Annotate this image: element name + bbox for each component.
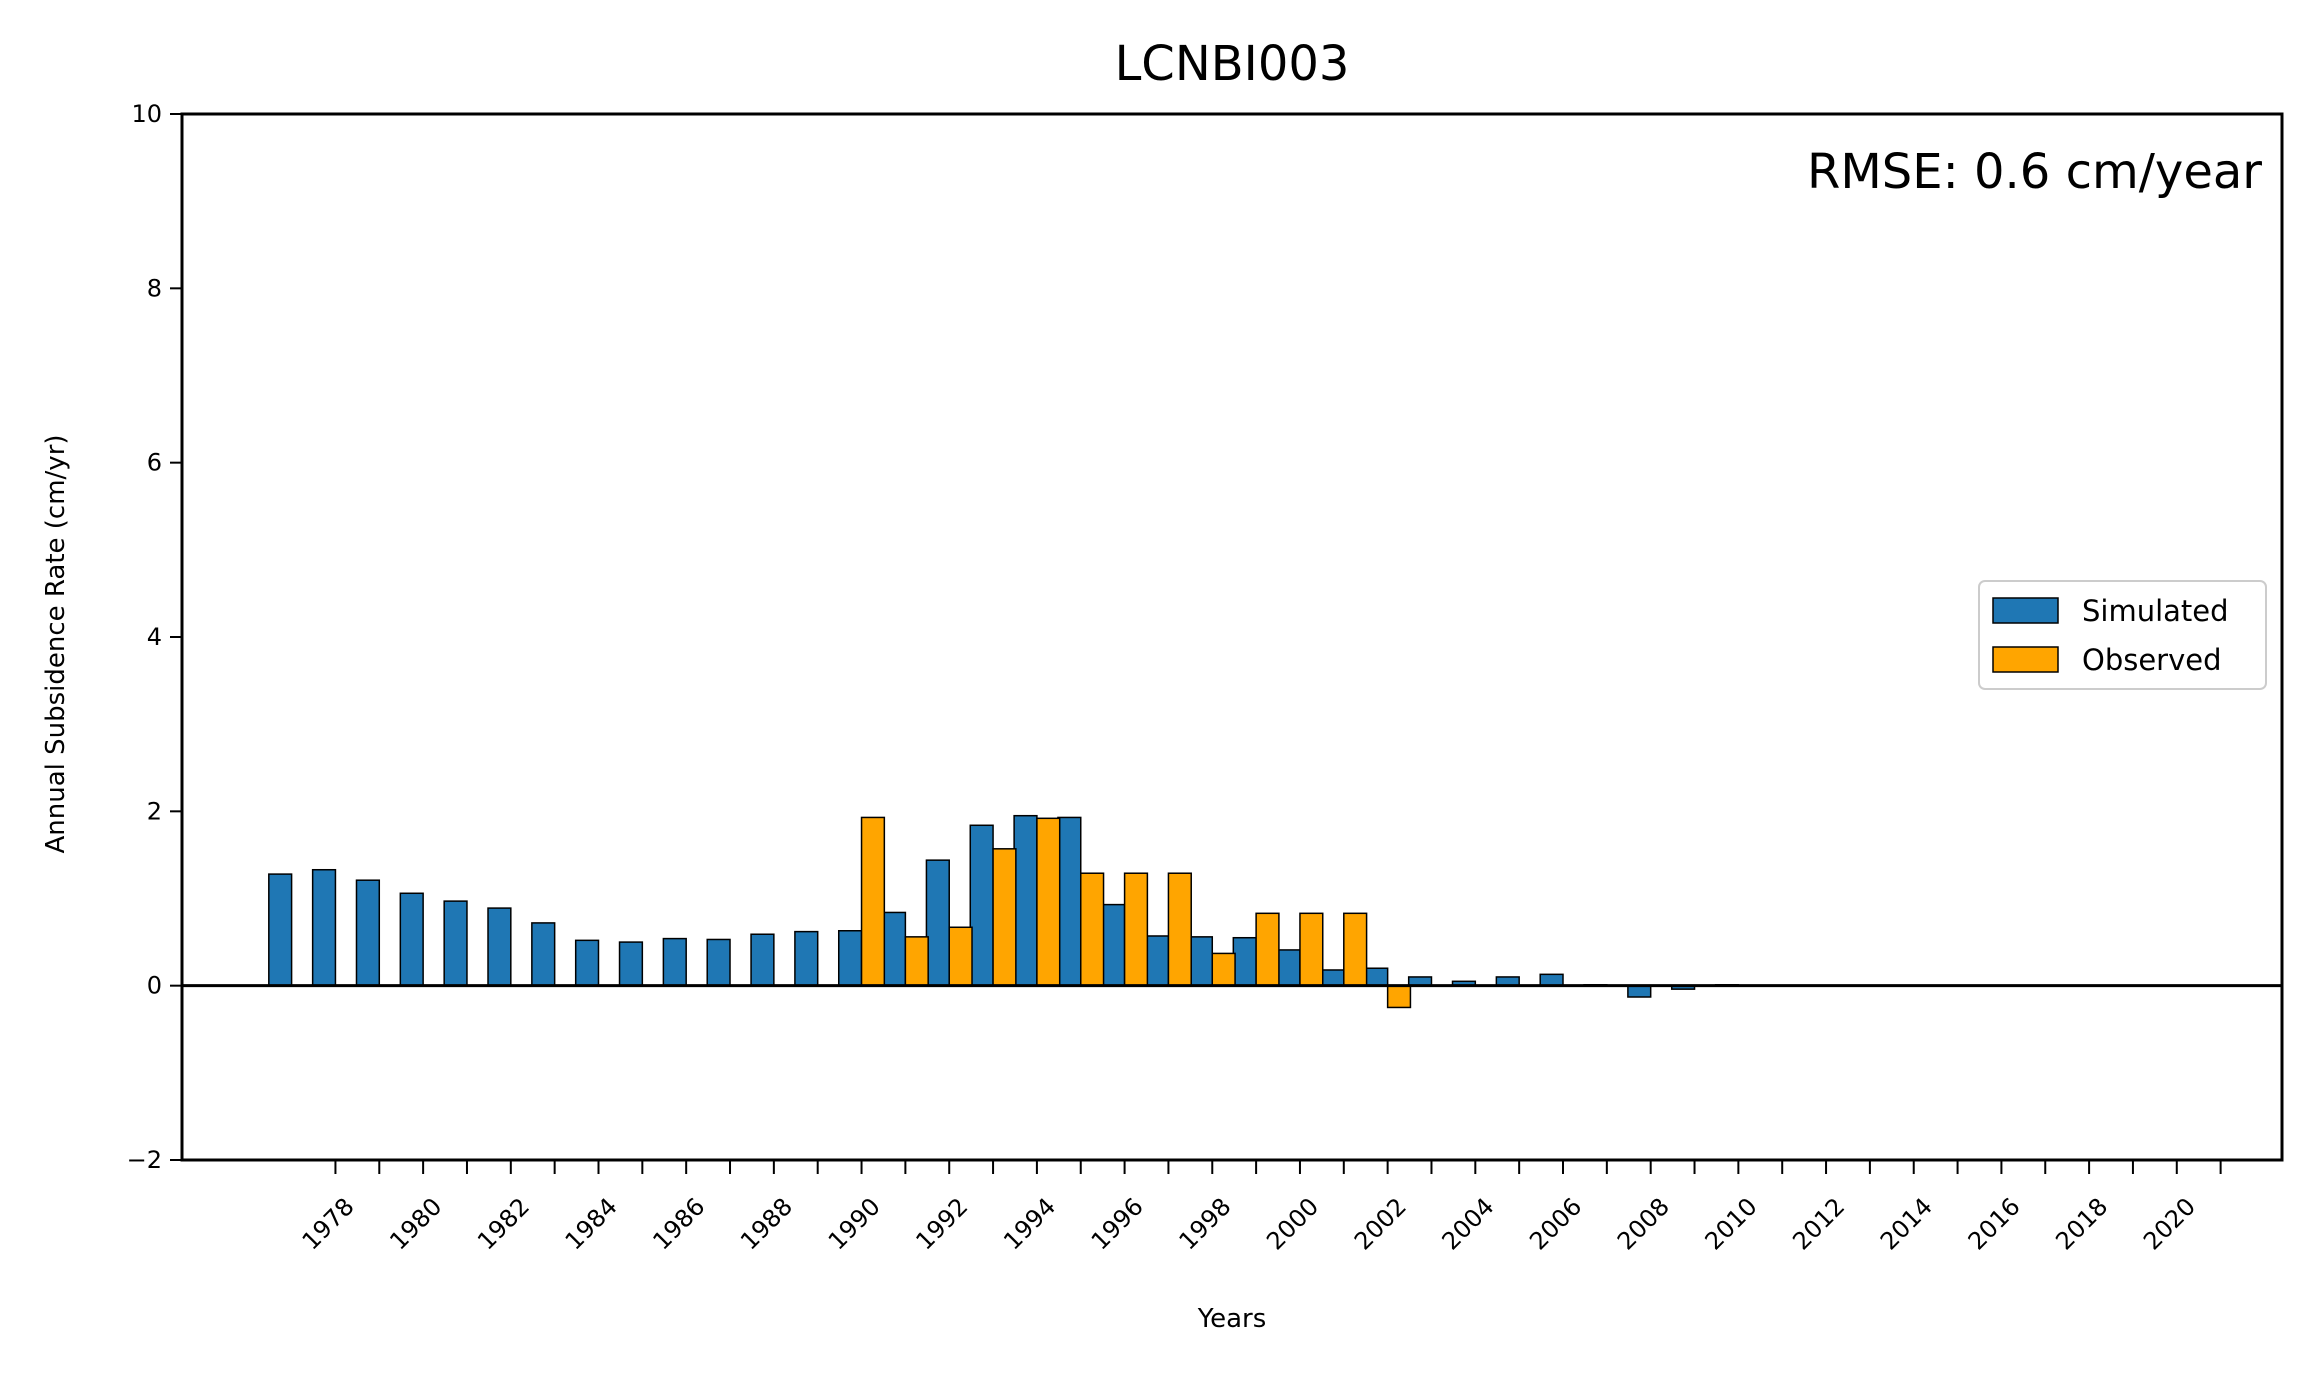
rmse-annotation: RMSE: 0.6 cm/year bbox=[1807, 144, 2262, 200]
bar-simulated bbox=[618, 941, 644, 987]
bar-simulated bbox=[1539, 973, 1564, 987]
bar-observed bbox=[992, 848, 1017, 987]
y-tick-label: −2 bbox=[127, 1146, 162, 1174]
bar-observed bbox=[1123, 872, 1149, 987]
x-axis-label: Years bbox=[1197, 1304, 1267, 1334]
bar-simulated bbox=[837, 930, 863, 987]
legend-label-observed: Observed bbox=[2082, 643, 2222, 677]
bar-observed bbox=[1343, 912, 1368, 987]
bar-simulated bbox=[1188, 936, 1214, 987]
legend-swatch-observed bbox=[1992, 646, 2059, 673]
bar-observed bbox=[860, 816, 886, 987]
bar-simulated bbox=[1232, 936, 1257, 987]
y-tick-label: 0 bbox=[147, 972, 162, 1000]
bar-simulated bbox=[1276, 949, 1301, 987]
y-tick-label: 10 bbox=[131, 100, 162, 128]
bar-simulated bbox=[311, 868, 337, 987]
bar-simulated bbox=[399, 892, 424, 987]
bar-simulated bbox=[1364, 967, 1389, 987]
y-axis: −2 0 2 4 6 8 10 bbox=[127, 100, 182, 1174]
chart-title: LCNBI003 bbox=[1115, 36, 1350, 92]
bar-simulated bbox=[706, 938, 731, 987]
y-axis-label: Annual Subsidence Rate (cm/yr) bbox=[41, 434, 71, 853]
legend-swatch-simulated bbox=[1992, 597, 2059, 624]
bar-simulated bbox=[925, 859, 950, 987]
legend-label-simulated: Simulated bbox=[2082, 594, 2229, 628]
bar-simulated bbox=[574, 939, 600, 987]
bar-simulated bbox=[1057, 816, 1082, 987]
bar-simulated bbox=[1627, 984, 1652, 998]
bar-simulated bbox=[662, 937, 687, 987]
bar-observed bbox=[1299, 912, 1324, 987]
y-tick-label: 2 bbox=[147, 797, 162, 825]
bar-simulated bbox=[443, 900, 468, 987]
bar-simulated bbox=[1144, 935, 1170, 987]
bar-simulated bbox=[794, 930, 819, 987]
bar-simulated bbox=[268, 873, 293, 987]
bar-simulated bbox=[487, 907, 512, 987]
bar-simulated bbox=[1013, 814, 1038, 987]
bar-simulated bbox=[881, 911, 907, 987]
bar-observed bbox=[1079, 872, 1105, 987]
bar-observed bbox=[948, 926, 973, 987]
bar-simulated bbox=[1101, 903, 1126, 987]
bar-simulated bbox=[531, 922, 556, 987]
plot-frame bbox=[180, 112, 2284, 1162]
bar-simulated bbox=[1320, 969, 1345, 987]
bar-observed bbox=[904, 936, 929, 987]
bar-observed bbox=[1167, 872, 1192, 987]
y-tick-label: 4 bbox=[147, 623, 162, 651]
legend: Simulated Observed bbox=[1978, 580, 2267, 690]
bar-simulated bbox=[969, 824, 994, 987]
bar-simulated bbox=[355, 879, 381, 987]
bar-observed bbox=[1255, 912, 1280, 987]
bar-observed bbox=[1036, 817, 1061, 987]
bar-observed bbox=[1386, 984, 1412, 1009]
bars bbox=[268, 814, 1740, 1009]
y-tick-label: 8 bbox=[147, 274, 162, 302]
bar-simulated bbox=[750, 933, 775, 987]
y-tick-label: 6 bbox=[147, 449, 162, 477]
bar-observed bbox=[1211, 952, 1236, 987]
